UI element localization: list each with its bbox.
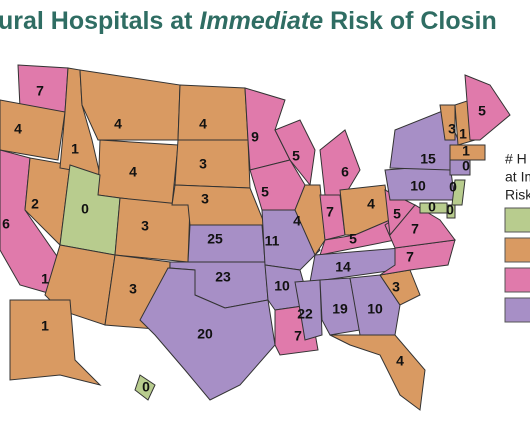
state-value: 4 (199, 116, 207, 132)
state-value: 4 (114, 116, 122, 132)
state (274, 119, 316, 187)
state-value: 6 (2, 216, 10, 232)
state (187, 224, 266, 263)
state (97, 139, 179, 206)
state-value: 0 (446, 202, 454, 218)
state-value: 14 (335, 259, 351, 275)
state-value: 0 (449, 179, 457, 195)
legend-swatch (504, 237, 530, 263)
state (446, 204, 456, 219)
state-value: 4 (129, 164, 137, 180)
legend-swatch (504, 267, 530, 293)
state (319, 129, 361, 196)
state (79, 69, 181, 141)
title-after: Risk of Closin (330, 7, 497, 35)
state-value: 0 (81, 201, 89, 217)
state-value: 7 (326, 204, 334, 220)
state (419, 202, 448, 214)
state-value: 9 (251, 129, 259, 145)
state (329, 334, 426, 411)
state-value: 4 (14, 121, 22, 137)
state-value: 1 (462, 143, 470, 159)
state-value: 15 (420, 151, 436, 167)
state (294, 279, 323, 341)
state-value: 11 (265, 233, 280, 249)
state (439, 104, 456, 141)
state-value: 10 (274, 278, 290, 294)
state-value: 6 (341, 164, 349, 180)
state-value: 4 (367, 196, 375, 212)
state-value: 10 (367, 301, 383, 317)
state-value: 19 (332, 301, 348, 317)
state-value: 3 (199, 156, 207, 172)
state (261, 209, 321, 271)
state-value: 3 (141, 218, 149, 234)
state (294, 184, 326, 257)
state-value: 3 (392, 279, 400, 295)
state-value: 20 (197, 326, 213, 342)
legend-swatch (504, 207, 530, 233)
state (449, 159, 471, 176)
state-value: 5 (393, 206, 401, 222)
state-value: 3 (201, 191, 209, 207)
state (177, 84, 249, 141)
state-value: 5 (478, 103, 486, 119)
state-value: 1 (459, 126, 467, 142)
state (9, 299, 102, 386)
state-value: 0 (142, 379, 150, 395)
state-value: 1 (71, 141, 79, 157)
legend-title: Risk (505, 187, 530, 203)
title: ural Hospitals at Immediate Risk of Clos… (0, 7, 497, 35)
state-value: 1 (41, 271, 49, 287)
state-value: 5 (292, 148, 300, 164)
state-value: 7 (406, 249, 414, 265)
state-value: 4 (293, 213, 301, 229)
state-value: 7 (294, 328, 302, 344)
legend-title: at Im (505, 169, 530, 185)
state-value: 5 (349, 231, 357, 247)
state (319, 277, 361, 336)
state-value: 1 (41, 318, 49, 334)
state-value: 2 (31, 196, 39, 212)
state (449, 144, 486, 161)
title-before: ural Hospitals at (0, 7, 193, 35)
state-value: 0 (428, 199, 436, 215)
state (134, 374, 156, 401)
title-emphasis: Immediate (199, 7, 323, 35)
state-value: 4 (396, 353, 404, 369)
state (464, 74, 511, 141)
state (139, 267, 276, 401)
state-value: 5 (261, 184, 269, 200)
state-value: 10 (410, 178, 426, 194)
state-value: 25 (207, 231, 223, 247)
state (451, 179, 466, 206)
state (0, 99, 66, 161)
state-value: 23 (215, 269, 231, 285)
state-value: 3 (129, 281, 137, 297)
legend-title: # H (505, 151, 527, 167)
state-value: 0 (462, 158, 470, 174)
state (174, 139, 251, 189)
legend-swatch (504, 297, 530, 323)
state-value: 7 (36, 83, 44, 99)
state-value: 7 (411, 221, 419, 237)
state (114, 197, 191, 263)
state-value: 22 (297, 306, 313, 322)
state (349, 274, 401, 336)
state-value: 3 (448, 121, 456, 137)
